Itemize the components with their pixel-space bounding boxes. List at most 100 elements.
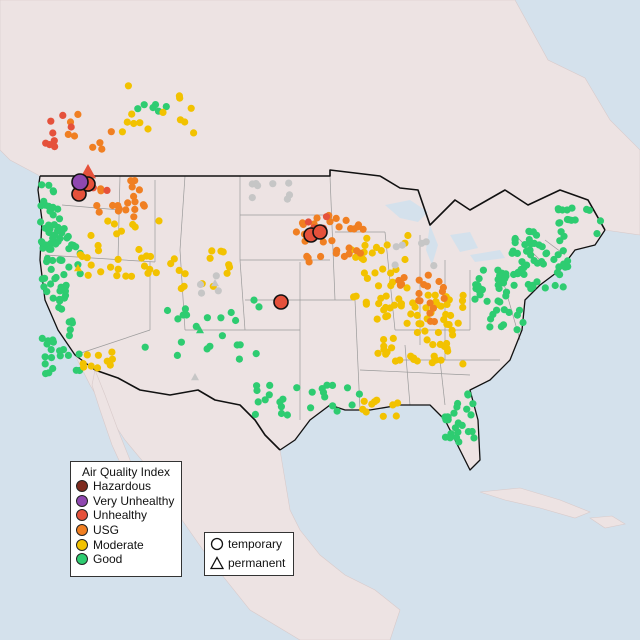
- monitor-marker-good: [46, 207, 54, 215]
- monitor-marker-moderate: [108, 348, 116, 356]
- monitor-marker-moderate: [379, 412, 387, 420]
- legend-label-unhealthy: Unhealthy: [93, 508, 148, 523]
- monitor-marker-good: [174, 315, 182, 323]
- monitor-marker-moderate: [118, 128, 126, 136]
- monitor-marker-good: [355, 390, 363, 398]
- monitor-marker-good: [217, 314, 225, 322]
- monitor-marker-good: [232, 316, 240, 325]
- monitor-marker-good: [555, 219, 563, 227]
- monitor-marker-moderate: [403, 284, 411, 292]
- monitor-marker-moderate: [411, 303, 419, 311]
- permanent-marker-no-data: [211, 279, 219, 287]
- monitor-marker-moderate: [429, 341, 437, 349]
- monitor-marker-good: [348, 401, 356, 409]
- monitor-marker-good: [140, 101, 148, 109]
- monitor-marker-good: [192, 322, 200, 330]
- monitor-marker-moderate: [407, 310, 415, 318]
- monitor-marker-moderate: [384, 312, 392, 320]
- monitor-marker-good: [55, 215, 64, 223]
- monitor-marker-good: [321, 393, 329, 401]
- monitor-marker-moderate: [181, 118, 189, 126]
- monitor-marker-moderate: [454, 319, 462, 327]
- monitor-marker-good: [141, 343, 149, 351]
- monitor-marker-good: [515, 306, 524, 314]
- monitor-marker-good: [505, 308, 513, 316]
- monitor-marker-no-data: [196, 280, 205, 289]
- monitor-marker-good: [47, 265, 55, 273]
- monitor-marker-no-data: [254, 182, 262, 190]
- state-border-line: [359, 369, 471, 376]
- legend-item-usg: USG: [71, 523, 181, 538]
- monitor-marker-moderate: [93, 364, 102, 372]
- state-border-line: [239, 259, 246, 331]
- monitor-marker-usg: [340, 252, 348, 261]
- monitor-marker-good: [57, 256, 65, 264]
- monitor-marker-moderate: [387, 282, 395, 290]
- monitor-marker-moderate: [459, 291, 467, 299]
- state-border-line: [404, 344, 411, 406]
- monitor-marker-moderate: [129, 220, 137, 229]
- monitor-marker-good: [526, 246, 534, 254]
- monitor-marker-good: [227, 308, 235, 317]
- monitor-marker-usg: [95, 208, 103, 216]
- monitor-marker-good: [464, 391, 472, 399]
- monitor-marker-good: [41, 274, 49, 282]
- legend-label-permanent: permanent: [228, 555, 286, 570]
- monitor-marker-good: [527, 285, 535, 293]
- monitor-marker-usg: [64, 130, 72, 138]
- monitor-marker-good: [266, 381, 274, 389]
- circle-icon: [210, 537, 224, 550]
- monitor-marker-good: [49, 256, 57, 265]
- monitor-marker-moderate: [373, 396, 381, 404]
- monitor-marker-moderate: [208, 247, 216, 255]
- monitor-marker-good: [255, 303, 263, 311]
- monitor-marker-good: [177, 338, 185, 346]
- monitor-marker-moderate: [379, 265, 387, 273]
- monitor-marker-unhealthy: [67, 123, 75, 131]
- monitor-marker-unhealthy: [322, 213, 331, 221]
- monitor-marker-usg: [97, 187, 105, 195]
- monitor-marker-moderate: [206, 254, 214, 262]
- legend-item-good: Good: [71, 552, 181, 567]
- monitor-marker-moderate: [187, 104, 195, 112]
- monitor-marker-good: [68, 317, 76, 325]
- moderate-swatch-icon: [76, 538, 88, 551]
- monitor-marker-usg: [114, 202, 122, 210]
- monitor-marker-moderate: [94, 247, 103, 255]
- monitor-marker-good: [47, 354, 56, 362]
- state-border-line: [514, 234, 541, 261]
- monitor-marker-usg: [305, 258, 313, 266]
- monitor-marker-good: [509, 247, 517, 255]
- monitor-marker-moderate: [396, 356, 404, 364]
- monitor-marker-good: [40, 283, 48, 291]
- legend-item-very-unhealthy: Very Unhealthy: [71, 494, 181, 509]
- monitor-marker-usg: [415, 289, 423, 298]
- monitor-marker-good: [51, 275, 59, 283]
- legend-item-unhealthy: Unhealthy: [71, 508, 181, 523]
- monitor-marker-usg: [130, 213, 138, 221]
- monitor-marker-good: [38, 239, 47, 247]
- monitor-marker-moderate: [80, 363, 88, 371]
- monitor-marker-moderate: [413, 311, 421, 319]
- monitor-marker-good: [66, 326, 74, 334]
- monitor-marker-good: [49, 188, 58, 196]
- monitor-marker-no-data: [285, 179, 293, 187]
- monitor-marker-good: [250, 296, 258, 304]
- monitor-marker-good: [72, 366, 80, 374]
- monitor-marker-good: [458, 421, 466, 429]
- monitor-marker-usg: [131, 205, 139, 213]
- monitor-marker-good: [554, 251, 562, 259]
- monitor-marker-moderate: [380, 345, 388, 354]
- monitor-marker-good: [254, 398, 262, 406]
- monitor-marker-moderate: [394, 399, 402, 407]
- monitor-marker-good: [52, 240, 60, 248]
- legend-label-temporary: temporary: [228, 536, 283, 551]
- monitor-marker-moderate: [404, 231, 412, 240]
- monitor-marker-unhealthy: [304, 218, 312, 226]
- monitor-marker-moderate: [413, 328, 421, 337]
- legend-item-moderate: Moderate: [71, 537, 181, 552]
- monitor-marker-moderate: [155, 217, 163, 225]
- monitor-marker-no-data: [214, 287, 222, 295]
- legend-label-very-unhealthy: Very Unhealthy: [93, 493, 175, 508]
- monitor-marker-good: [470, 434, 478, 442]
